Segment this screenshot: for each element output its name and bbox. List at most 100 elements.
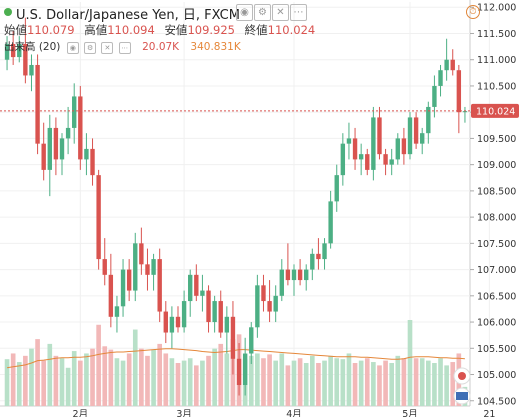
volume-bar <box>71 351 77 406</box>
volume-bar <box>328 355 333 406</box>
candle-body <box>377 117 382 155</box>
volume-bar <box>84 353 89 406</box>
candle-body <box>35 64 40 144</box>
volume-ma-value: 340.831K <box>190 41 241 53</box>
volume-bar <box>65 367 71 406</box>
y-tick-label: 111.500 <box>477 29 516 40</box>
candle-body <box>297 269 303 281</box>
candle-body <box>242 353 248 386</box>
volume-bar <box>163 353 169 406</box>
volume-bar <box>273 360 279 406</box>
candle-body <box>84 148 89 160</box>
more-icon[interactable]: ⋯ <box>118 42 131 54</box>
candle-body <box>291 269 297 281</box>
close-icon[interactable]: ✕ <box>272 4 289 21</box>
volume-value: 20.07K <box>142 41 180 53</box>
volume-bar <box>157 343 163 406</box>
y-tick-label: 112.000 <box>477 3 516 14</box>
candle-body <box>444 59 449 71</box>
chart-title: U.S. Dollar/Japanese Yen, 日, FXCM <box>16 8 240 23</box>
high-label: 高値 <box>84 23 108 37</box>
eye-icon[interactable]: ◉ <box>236 4 253 21</box>
volume-bar <box>108 349 114 406</box>
x-tick-label: 21 <box>483 409 495 417</box>
settings-icon[interactable]: ⚙ <box>84 42 97 54</box>
candle-body <box>65 127 71 139</box>
candle-body <box>17 43 22 58</box>
price-axis: 112.000111.500111.000110.500110.000109.5… <box>470 3 516 407</box>
y-tick-label: 105.000 <box>477 370 516 381</box>
candles <box>4 17 468 396</box>
volume-bar <box>120 360 126 406</box>
candle-body <box>401 138 407 155</box>
volume-bar <box>212 348 217 406</box>
candle-body <box>181 301 187 328</box>
y-tick-label: 106.000 <box>477 318 516 329</box>
candle-body <box>188 274 193 302</box>
last-price-label: 110.024 <box>476 106 515 117</box>
volume-bar <box>193 365 199 406</box>
volume-bar <box>340 359 346 406</box>
candle-body <box>261 285 266 302</box>
candle-body <box>47 127 52 170</box>
candle-body <box>267 301 272 312</box>
close-value: 110.024 <box>267 23 316 37</box>
volume-bar <box>96 324 101 406</box>
candle-body <box>358 154 364 160</box>
more-icon[interactable]: ⋯ <box>290 4 307 21</box>
last-price-badge <box>471 103 519 118</box>
volume-bar <box>450 362 456 406</box>
volume-bar <box>371 362 376 406</box>
volume-bar <box>47 343 53 406</box>
volume-bar <box>267 354 272 406</box>
high-value: 110.094 <box>107 23 155 37</box>
candle-body <box>316 253 321 260</box>
volume-bar <box>151 349 156 406</box>
candle-body <box>413 117 419 144</box>
x-tick-label: 3月 <box>176 409 192 417</box>
candle-body <box>432 85 437 107</box>
volume-bar <box>444 365 449 406</box>
volume-bar <box>425 360 431 406</box>
candle-body <box>365 154 370 170</box>
candle-body <box>389 159 394 165</box>
candle-body <box>23 43 28 76</box>
volume-bar <box>334 358 340 406</box>
candle-body <box>114 306 120 317</box>
volume-bars <box>4 320 468 406</box>
candle-body <box>438 70 443 86</box>
candle-body <box>340 143 346 176</box>
volume-bar <box>4 359 10 406</box>
volume-bar <box>218 343 224 406</box>
candle-body <box>395 138 400 160</box>
candle-body <box>108 274 114 317</box>
candle-body <box>157 259 162 312</box>
candle-body <box>456 70 462 113</box>
close-icon[interactable]: ✕ <box>101 42 114 54</box>
volume-ma-line <box>7 348 465 369</box>
y-tick-label: 105.500 <box>477 344 516 355</box>
volume-bar <box>200 360 205 406</box>
x-tick-label: 4月 <box>286 409 302 417</box>
candle-body <box>90 148 95 176</box>
volume-bar <box>291 360 297 406</box>
eye-icon[interactable]: ◉ <box>66 42 79 54</box>
candle-body <box>304 269 309 281</box>
settings-icon[interactable]: ⚙ <box>254 4 271 21</box>
candle-body <box>133 243 138 291</box>
candle-body <box>59 138 65 160</box>
volume-bar <box>316 363 321 406</box>
volume-bar <box>383 360 388 406</box>
candle-body <box>200 290 205 296</box>
volume-bar <box>224 353 230 406</box>
volume-bar <box>255 353 260 406</box>
chart-header: U.S. Dollar/Japanese Yen, 日, FXCM ◉ ⚙ ✕ … <box>0 0 470 54</box>
clock-icon[interactable]: ⏱ <box>466 5 480 19</box>
candle-body <box>249 327 254 354</box>
volume-bar <box>77 360 83 406</box>
candle-body <box>139 243 144 265</box>
candle-body <box>10 43 16 58</box>
volume-bar <box>126 353 132 406</box>
candle-body <box>4 43 10 60</box>
